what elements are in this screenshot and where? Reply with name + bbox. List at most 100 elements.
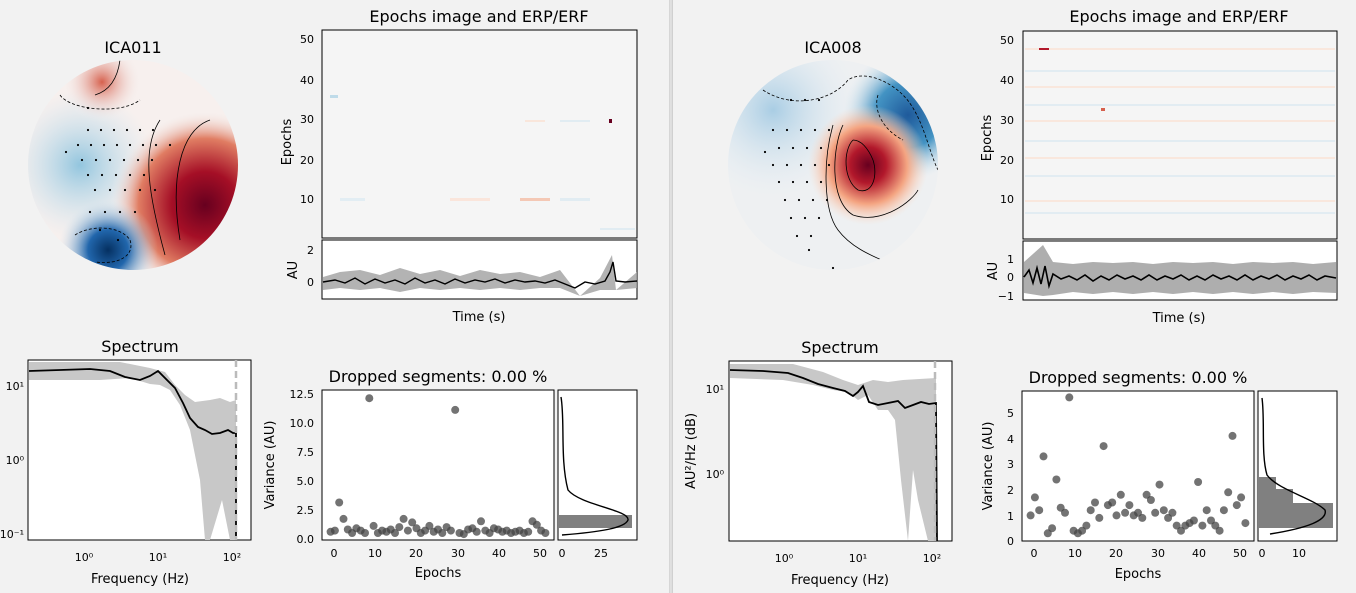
- dropped-ytick: 7.5: [297, 446, 315, 459]
- ica-component-panel-ica011: ICA011 Epochs image and ERP/ERF: [0, 0, 669, 593]
- dropped-ytick: 12.5: [290, 388, 315, 401]
- epochs-ytick: 50: [300, 33, 314, 46]
- variance-point: [1082, 521, 1091, 530]
- dropped-xtick: 10: [1068, 547, 1082, 560]
- dropped-ytick: 5.0: [297, 475, 315, 488]
- erp-xlabel: Time (s): [452, 310, 506, 325]
- variance-point: [1026, 511, 1035, 520]
- variance-point: [1237, 493, 1246, 502]
- epochs-ytick: 10: [300, 193, 314, 206]
- spectrum-xtick: 10⁰: [775, 552, 794, 565]
- variance-point: [330, 526, 339, 535]
- epochs-image[interactable]: [1022, 30, 1338, 240]
- variance-point: [425, 521, 434, 530]
- variance-point: [438, 529, 447, 537]
- erp-ytick: 1: [1007, 253, 1014, 266]
- dropped-title: Dropped segments: 0.00 %: [1029, 368, 1248, 387]
- topomap-title: ICA008: [804, 38, 861, 57]
- variance-scatter-plot[interactable]: [321, 389, 555, 541]
- variance-point: [1035, 506, 1044, 515]
- variance-point: [1168, 508, 1177, 517]
- variance-point: [365, 394, 374, 403]
- variance-point: [1241, 519, 1250, 528]
- topomap[interactable]: [5, 42, 300, 300]
- dropped-xtick: 0: [1031, 547, 1038, 560]
- variance-point: [335, 498, 344, 507]
- variance-point: [524, 527, 533, 536]
- epochs-image-title: Epochs image and ERP/ERF: [369, 7, 588, 26]
- variance-point: [1194, 478, 1203, 486]
- topomap-title: ICA011: [104, 38, 161, 57]
- variance-point: [532, 520, 541, 529]
- epochs-ytick: 10: [1000, 193, 1014, 206]
- spectrum-ytick: 10¹: [6, 380, 24, 393]
- erp-ytick: 0: [1007, 271, 1014, 284]
- spectrum-xtick: 10²: [223, 551, 241, 564]
- dropped-ylabel: Variance (AU): [981, 422, 996, 511]
- epochs-ylabel: Epochs: [280, 118, 295, 165]
- variance-point: [1112, 511, 1121, 520]
- variance-point: [361, 529, 369, 537]
- variance-point: [1228, 431, 1237, 440]
- dropped-ytick: 4: [1007, 433, 1014, 446]
- variance-point: [472, 527, 481, 536]
- spectrum-xlabel: Frequency (Hz): [91, 572, 189, 587]
- variance-point: [1116, 490, 1125, 499]
- variance-point: [1039, 452, 1048, 461]
- variance-point: [1048, 524, 1057, 533]
- spectrum-xtick: 10¹: [849, 552, 867, 565]
- dropped-xtick: 20: [1109, 547, 1123, 560]
- spectrum-line: [729, 369, 938, 542]
- variance-point: [1125, 501, 1134, 510]
- erp-confidence-band: [323, 255, 637, 296]
- dropped-ytick: 2: [1007, 484, 1014, 497]
- variance-point: [1121, 508, 1130, 517]
- spectrum-ytick: 10¹: [706, 383, 724, 396]
- variance-point: [451, 405, 460, 414]
- variance-point: [408, 518, 417, 527]
- dropped-ytick: 10.0: [290, 417, 315, 430]
- variance-point: [446, 526, 455, 535]
- spectrum-ytick: 10⁻¹: [0, 528, 24, 541]
- erp-ylabel: AU: [286, 261, 301, 279]
- variance-point: [1091, 498, 1099, 507]
- histogram-kde: [1261, 397, 1326, 535]
- dropped-ylabel: Variance (AU): [263, 421, 278, 510]
- spectrum-xtick: 10¹: [149, 551, 167, 564]
- epochs-ytick: 50: [1000, 34, 1014, 47]
- epochs-image[interactable]: [321, 29, 638, 239]
- variance-point: [1052, 475, 1061, 484]
- spectrum-title: Spectrum: [101, 337, 179, 356]
- erp-xlabel: Time (s): [1152, 311, 1206, 326]
- spectrum-xlabel: Frequency (Hz): [791, 573, 889, 588]
- dropped-xtick: 30: [1151, 547, 1165, 560]
- erp-ylabel: AU: [986, 262, 1001, 280]
- epochs-image-streaks: [1025, 48, 1335, 214]
- variance-point: [1061, 508, 1069, 517]
- sensor-dots: [64, 106, 172, 242]
- variance-point: [1232, 501, 1241, 510]
- erp-ytick: 2: [307, 244, 314, 257]
- epochs-ytick: 20: [300, 154, 314, 167]
- topomap[interactable]: [683, 20, 973, 285]
- ica-component-panel-ica008: ICA008 Epochs image and ERP/ERF: [673, 0, 1356, 593]
- spectrum-ytick: 10⁰: [6, 454, 25, 467]
- spectrum-band: [730, 364, 936, 541]
- panel-divider[interactable]: [669, 0, 673, 593]
- spectrum-line: [28, 368, 237, 540]
- variance-point: [1086, 506, 1095, 515]
- hist-xtick: 25: [594, 547, 608, 560]
- variance-point: [1146, 496, 1155, 504]
- variance-scatter-plot[interactable]: [1021, 390, 1255, 542]
- dropped-ytick: 5: [1007, 407, 1014, 420]
- variance-point: [399, 514, 408, 523]
- dropped-ytick: 3: [1007, 458, 1014, 471]
- hist-xtick: 10: [1292, 547, 1306, 560]
- epochs-ytick: 40: [1000, 74, 1014, 87]
- dropped-xtick: 0: [331, 547, 338, 560]
- variance-point: [391, 529, 399, 537]
- dropped-xlabel: Epochs: [1115, 567, 1162, 582]
- histogram-bar: [559, 515, 632, 528]
- epochs-image-spike: [1101, 108, 1105, 111]
- sensor-dots: [763, 98, 835, 270]
